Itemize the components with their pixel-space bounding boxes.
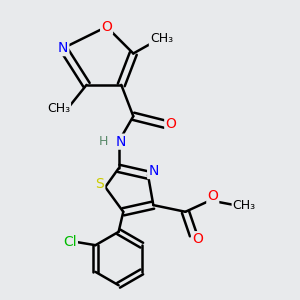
Text: CH₃: CH₃ <box>47 102 70 115</box>
Text: O: O <box>165 117 176 131</box>
Text: O: O <box>101 20 112 34</box>
Text: Cl: Cl <box>63 235 77 249</box>
Text: S: S <box>95 177 104 191</box>
Text: CH₃: CH₃ <box>150 32 173 45</box>
Text: N: N <box>58 41 68 55</box>
Text: N: N <box>148 164 158 178</box>
Text: N: N <box>116 135 127 149</box>
Text: CH₃: CH₃ <box>232 199 256 212</box>
Text: O: O <box>207 189 218 203</box>
Text: H: H <box>99 135 109 148</box>
Text: O: O <box>192 232 203 246</box>
